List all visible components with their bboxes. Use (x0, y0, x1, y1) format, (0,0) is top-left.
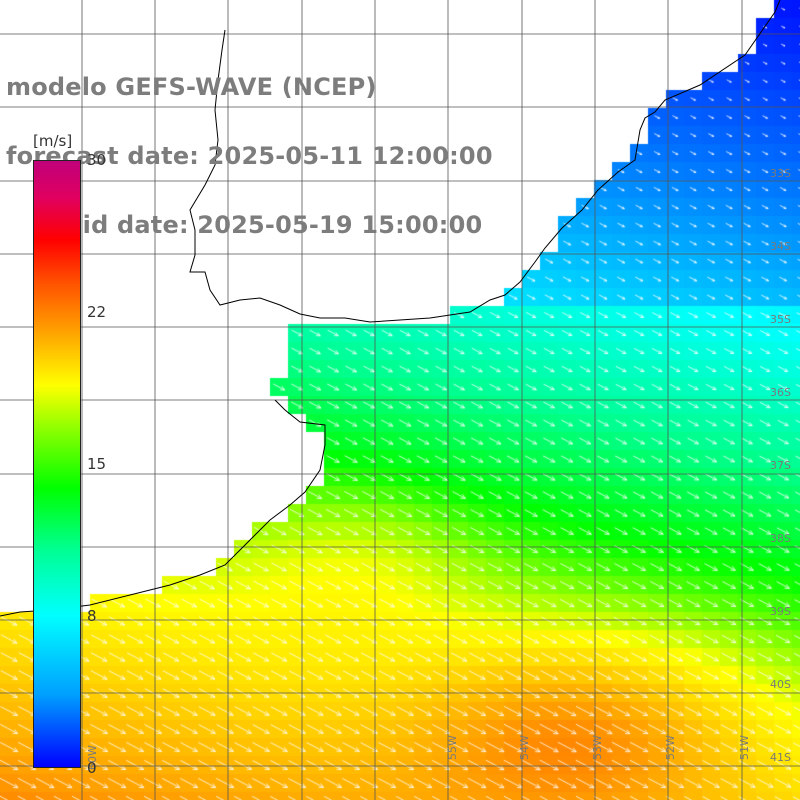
longitude-label: 53W (591, 735, 604, 760)
title-block: modelo GEFS-WAVE (NCEP) forecast date: 2… (6, 30, 493, 283)
longitude-label: 55W (446, 735, 459, 760)
latitude-label: 33S (770, 167, 791, 180)
coastline (0, 0, 781, 617)
colorbar-label-22: 22 (87, 303, 107, 321)
model-title: modelo GEFS-WAVE (NCEP) (6, 73, 377, 101)
longitude-label: 52W (664, 735, 677, 760)
latitude-label: 41S (770, 751, 791, 764)
longitude-label: 54W (518, 735, 531, 760)
latitude-label: 34S (770, 240, 791, 253)
forecast-date: forecast date: 2025-05-11 12:00:00 (6, 142, 493, 170)
longitude-label: 51W (738, 735, 751, 760)
colorbar-unit: [m/s] (33, 132, 73, 150)
colorbar-label-0: 0 (87, 759, 97, 777)
colorbar-label-8: 8 (87, 607, 97, 625)
latitude-label: 39S (770, 605, 791, 618)
latitude-label: 35S (770, 313, 791, 326)
latitude-label: 40S (770, 678, 791, 691)
latitude-label: 38S (770, 532, 791, 545)
latitude-label: 36S (770, 386, 791, 399)
colorbar (33, 160, 81, 768)
axis-labels: 55W 54W 53W 52W 51W 60W 33S 34S 35S 36S 37S 38S 39S 4… (86, 167, 791, 770)
colorbar-label-30: 30 (87, 151, 107, 169)
colorbar-label-15: 15 (87, 455, 107, 473)
latitude-label: 37S (770, 459, 791, 472)
longitude-label: 60W (86, 745, 99, 770)
